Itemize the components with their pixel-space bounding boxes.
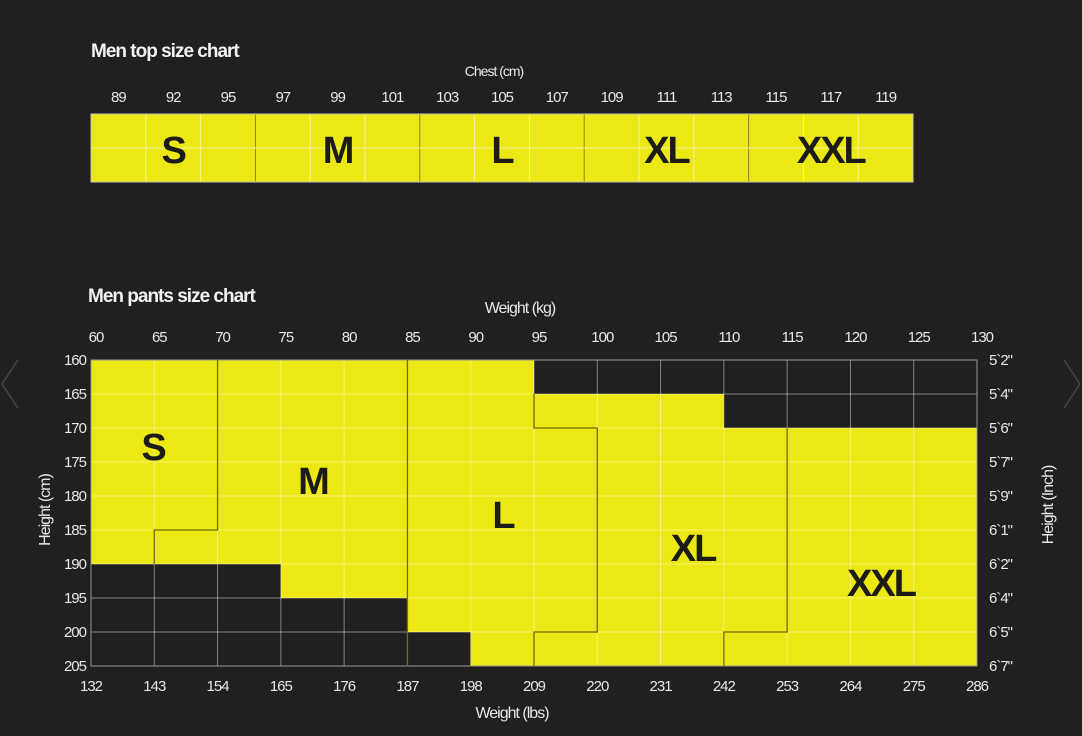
pants-size-label-l: L [492, 495, 515, 537]
weight-lbs-tick: 154 [207, 678, 230, 695]
chest-tick-label: 119 [875, 89, 897, 106]
weight-lbs-tick: 132 [80, 678, 103, 695]
chest-tick-label: 92 [166, 89, 181, 106]
weight-lbs-tick: 264 [839, 678, 862, 695]
empty-cell [91, 598, 408, 632]
weight-lbs-tick: 242 [713, 678, 736, 695]
weight-kg-tick: 70 [215, 329, 230, 346]
size-boundary [153, 360, 219, 564]
next-arrow-icon[interactable] [1063, 359, 1081, 409]
height-cm-tick: 195 [64, 590, 87, 607]
weight-kg-tick: 115 [782, 329, 804, 346]
height-cm-tick: 160 [64, 352, 87, 369]
weight-kg-axis-label: Weight (kg) [485, 300, 556, 317]
weight-kg-tick: 85 [405, 329, 420, 346]
chest-tick-label: 111 [656, 89, 676, 106]
chest-tick-label: 97 [275, 89, 290, 106]
carousel-nav [1, 359, 1081, 409]
weight-kg-tick: 120 [844, 329, 867, 346]
weight-lbs-tick: 253 [776, 678, 799, 695]
chest-tick-label: 117 [820, 89, 842, 106]
weight-kg-tick: 60 [89, 329, 104, 346]
height-cm-tick: 180 [64, 488, 87, 505]
weight-kg-tick: 80 [342, 329, 357, 346]
weight-lbs-tick: 187 [396, 678, 419, 695]
top-chart-title: Men top size chart [91, 41, 240, 62]
weight-lbs-tick: 198 [460, 678, 483, 695]
weight-lbs-tick: 143 [143, 678, 166, 695]
weight-lbs-tick: 209 [523, 678, 546, 695]
weight-lbs-tick: 286 [966, 678, 989, 695]
chest-tick-label: 101 [381, 89, 404, 106]
height-cm-tick: 185 [64, 522, 87, 539]
height-cm-tick: 170 [64, 420, 87, 437]
pants-size-label-xxl: XXL [847, 563, 917, 605]
chest-tick-label: 103 [436, 89, 459, 106]
size-boundary [533, 394, 598, 666]
height-inch-tick: 5`4" [989, 386, 1013, 403]
size-label-xxl: XXL [797, 130, 867, 172]
weight-kg-tick: 65 [152, 329, 167, 346]
height-inch-tick: 6`4" [989, 590, 1013, 607]
chest-tick-label: 99 [330, 89, 345, 106]
chest-tick-label: 109 [601, 89, 624, 106]
height-cm-tick: 190 [64, 556, 87, 573]
pants-chart-title: Men pants size chart [88, 286, 257, 307]
height-cm-axis-label: Height (cm) [37, 473, 54, 545]
height-cm-tick: 165 [64, 386, 87, 403]
size-boundary [723, 428, 788, 666]
empty-cell [723, 394, 977, 428]
height-cm-tick: 175 [64, 454, 87, 471]
empty-cell [534, 360, 977, 394]
weight-kg-tick: 105 [655, 329, 678, 346]
weight-lbs-tick: 176 [333, 678, 356, 695]
weight-lbs-tick: 220 [586, 678, 609, 695]
chest-tick-label: 95 [221, 89, 236, 106]
pants-size-label-s: S [141, 427, 165, 469]
chest-tick-label: 105 [491, 89, 514, 106]
weight-lbs-axis-label: Weight (lbs) [475, 705, 549, 722]
height-inch-tick: 6`7" [989, 658, 1013, 675]
weight-kg-tick: 95 [532, 329, 547, 346]
weight-kg-tick: 75 [279, 329, 294, 346]
height-inch-tick: 5`7" [989, 454, 1013, 471]
chest-tick-label: 107 [546, 89, 569, 106]
previous-arrow-icon[interactable] [1, 359, 19, 409]
weight-lbs-tick: 231 [650, 678, 673, 695]
height-inch-tick: 5`6" [989, 420, 1013, 437]
weight-lbs-tick: 165 [270, 678, 293, 695]
size-label-m: M [323, 130, 353, 172]
size-label-xl: XL [644, 130, 690, 172]
weight-kg-tick: 125 [908, 329, 931, 346]
chest-tick-label: 89 [111, 89, 126, 106]
top-chart-border [90, 113, 914, 183]
height-inch-tick: 6`2" [989, 556, 1013, 573]
weight-kg-tick: 130 [971, 329, 994, 346]
pants-size-label-m: M [298, 461, 328, 503]
height-cm-tick: 200 [64, 624, 87, 641]
height-inch-tick: 5`2" [989, 352, 1013, 369]
height-inch-tick: 6`5" [989, 624, 1013, 641]
chest-tick-label: 115 [766, 89, 788, 106]
empty-cell [91, 564, 281, 598]
chest-tick-label: 113 [711, 89, 733, 106]
weight-kg-tick: 110 [718, 329, 740, 346]
weight-lbs-tick: 275 [903, 678, 926, 695]
chest-axis-label: Chest (cm) [465, 63, 524, 79]
height-inch-tick: 6`1" [989, 522, 1013, 539]
weight-kg-tick: 100 [591, 329, 614, 346]
height-inch-axis-label: Height (Inch) [1040, 465, 1057, 544]
height-inch-tick: 5`9" [989, 488, 1013, 505]
size-label-s: S [162, 130, 186, 172]
pants-size-label-xl: XL [671, 528, 717, 570]
size-label-l: L [491, 130, 514, 172]
height-cm-tick: 205 [64, 658, 87, 675]
weight-kg-tick: 90 [468, 329, 483, 346]
